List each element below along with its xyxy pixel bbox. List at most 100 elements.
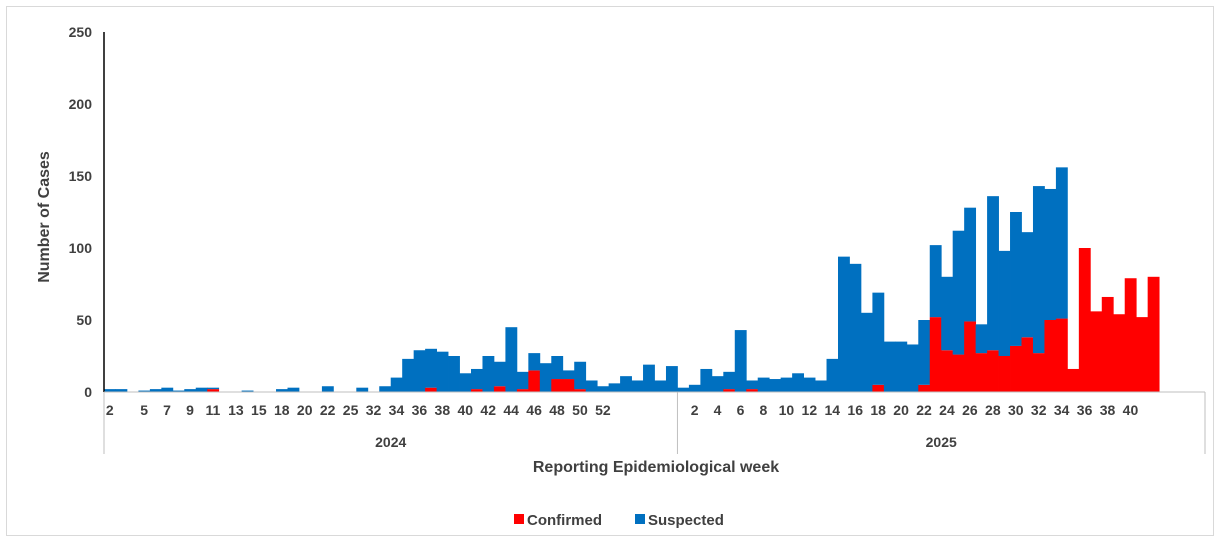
x-tick-label: 13 [228, 402, 244, 418]
bar-confirmed [1136, 317, 1149, 392]
bar-suspected [769, 379, 782, 392]
x-tick-label: 26 [962, 402, 978, 418]
x-tick-label: 18 [274, 402, 290, 418]
bar-suspected [883, 341, 896, 392]
year-group-label: 2025 [926, 434, 957, 450]
bar-suspected [471, 368, 483, 390]
x-tick-label: 38 [435, 402, 451, 418]
y-tick-label: 100 [69, 240, 93, 256]
bar-suspected [803, 377, 816, 392]
bar-confirmed [1078, 248, 1091, 392]
bar-confirmed [1010, 345, 1022, 392]
x-tick-label: 15 [251, 402, 267, 418]
x-tick-label: 52 [595, 402, 611, 418]
x-tick-label: 14 [824, 402, 840, 418]
bar-confirmed [1032, 353, 1045, 392]
x-tick-label: 10 [779, 402, 795, 418]
bar-suspected [379, 386, 392, 392]
x-tick-label: 9 [186, 402, 194, 418]
year-group-label: 2024 [375, 434, 406, 450]
x-tick-label: 4 [714, 402, 722, 418]
x-tick-label: 24 [939, 402, 955, 418]
bar-confirmed [1044, 320, 1057, 392]
x-tick-label: 38 [1100, 402, 1116, 418]
bar-confirmed [1021, 337, 1034, 392]
bar-suspected [700, 368, 713, 392]
x-tick-label: 18 [870, 402, 886, 418]
bar-suspected [425, 348, 437, 388]
bar-suspected [161, 387, 174, 392]
y-tick-label: 150 [69, 168, 93, 184]
bar-suspected [149, 389, 162, 392]
y-tick-label: 0 [84, 384, 92, 400]
bar-suspected [585, 380, 598, 392]
bar-confirmed [952, 354, 965, 392]
x-tick-label: 42 [480, 402, 496, 418]
bar-suspected [516, 371, 529, 390]
x-tick-label: 16 [847, 402, 863, 418]
bar-confirmed [918, 384, 931, 392]
bar-suspected [654, 380, 667, 392]
bar-suspected [757, 377, 770, 392]
bar-suspected [941, 276, 954, 351]
x-tick-label: 44 [503, 402, 519, 418]
bar-suspected [860, 312, 873, 392]
bar-confirmed [1067, 368, 1080, 392]
bar-suspected [608, 383, 621, 392]
bar-suspected [597, 386, 610, 392]
bar-suspected [746, 380, 759, 390]
x-tick-label: 30 [1008, 402, 1024, 418]
bar-suspected [390, 377, 403, 392]
x-tick-label: 25 [343, 402, 359, 418]
bar-confirmed [1113, 314, 1126, 392]
bar-suspected [780, 377, 793, 392]
x-axis-title: Reporting Epidemiological week [533, 459, 779, 476]
legend-label: Confirmed [527, 512, 602, 529]
bar-confirmed [562, 379, 575, 392]
x-tick-label: 46 [526, 402, 542, 418]
x-tick-label: 20 [893, 402, 909, 418]
bar-confirmed [516, 389, 529, 392]
y-tick-label: 250 [69, 24, 93, 40]
bar-suspected [505, 327, 518, 392]
bar-suspected [1032, 186, 1045, 354]
y-tick-label: 200 [69, 96, 93, 112]
bar-suspected [987, 196, 999, 351]
bar-confirmed [471, 389, 483, 392]
bar-confirmed [975, 353, 988, 392]
bar-suspected [138, 390, 151, 392]
legend: Confirmed Suspected [514, 512, 724, 529]
bar-suspected [906, 344, 919, 392]
x-tick-label: 2 [106, 402, 114, 418]
x-tick-label: 34 [1054, 402, 1070, 418]
bar-suspected [528, 353, 541, 371]
bar-suspected [1010, 212, 1022, 346]
bar-suspected [792, 373, 804, 392]
x-tick-label: 36 [1077, 402, 1093, 418]
bar-suspected [207, 387, 220, 390]
bar-suspected [838, 256, 850, 392]
y-tick-label: 50 [76, 312, 92, 328]
bar-confirmed [1147, 276, 1160, 392]
legend-swatch [514, 514, 524, 524]
bar-suspected [665, 366, 678, 392]
x-tick-label: 32 [366, 402, 382, 418]
x-tick-label: 28 [985, 402, 1001, 418]
bar-suspected [918, 320, 931, 385]
legend-label: Suspected [648, 512, 724, 529]
bar-suspected [172, 390, 185, 392]
bar-confirmed [723, 389, 736, 392]
bar-suspected [895, 341, 908, 392]
bar-suspected [402, 358, 415, 392]
x-tick-label: 20 [297, 402, 313, 418]
bar-suspected [321, 386, 334, 392]
bar-confirmed [528, 370, 541, 392]
bar-suspected [620, 376, 632, 392]
bar-suspected [276, 389, 288, 392]
bar-suspected [1044, 188, 1057, 320]
bar-suspected [952, 230, 965, 355]
x-tick-label: 8 [760, 402, 768, 418]
x-tick-label: 32 [1031, 402, 1047, 418]
bar-suspected [115, 389, 128, 392]
bar-suspected [287, 387, 300, 392]
